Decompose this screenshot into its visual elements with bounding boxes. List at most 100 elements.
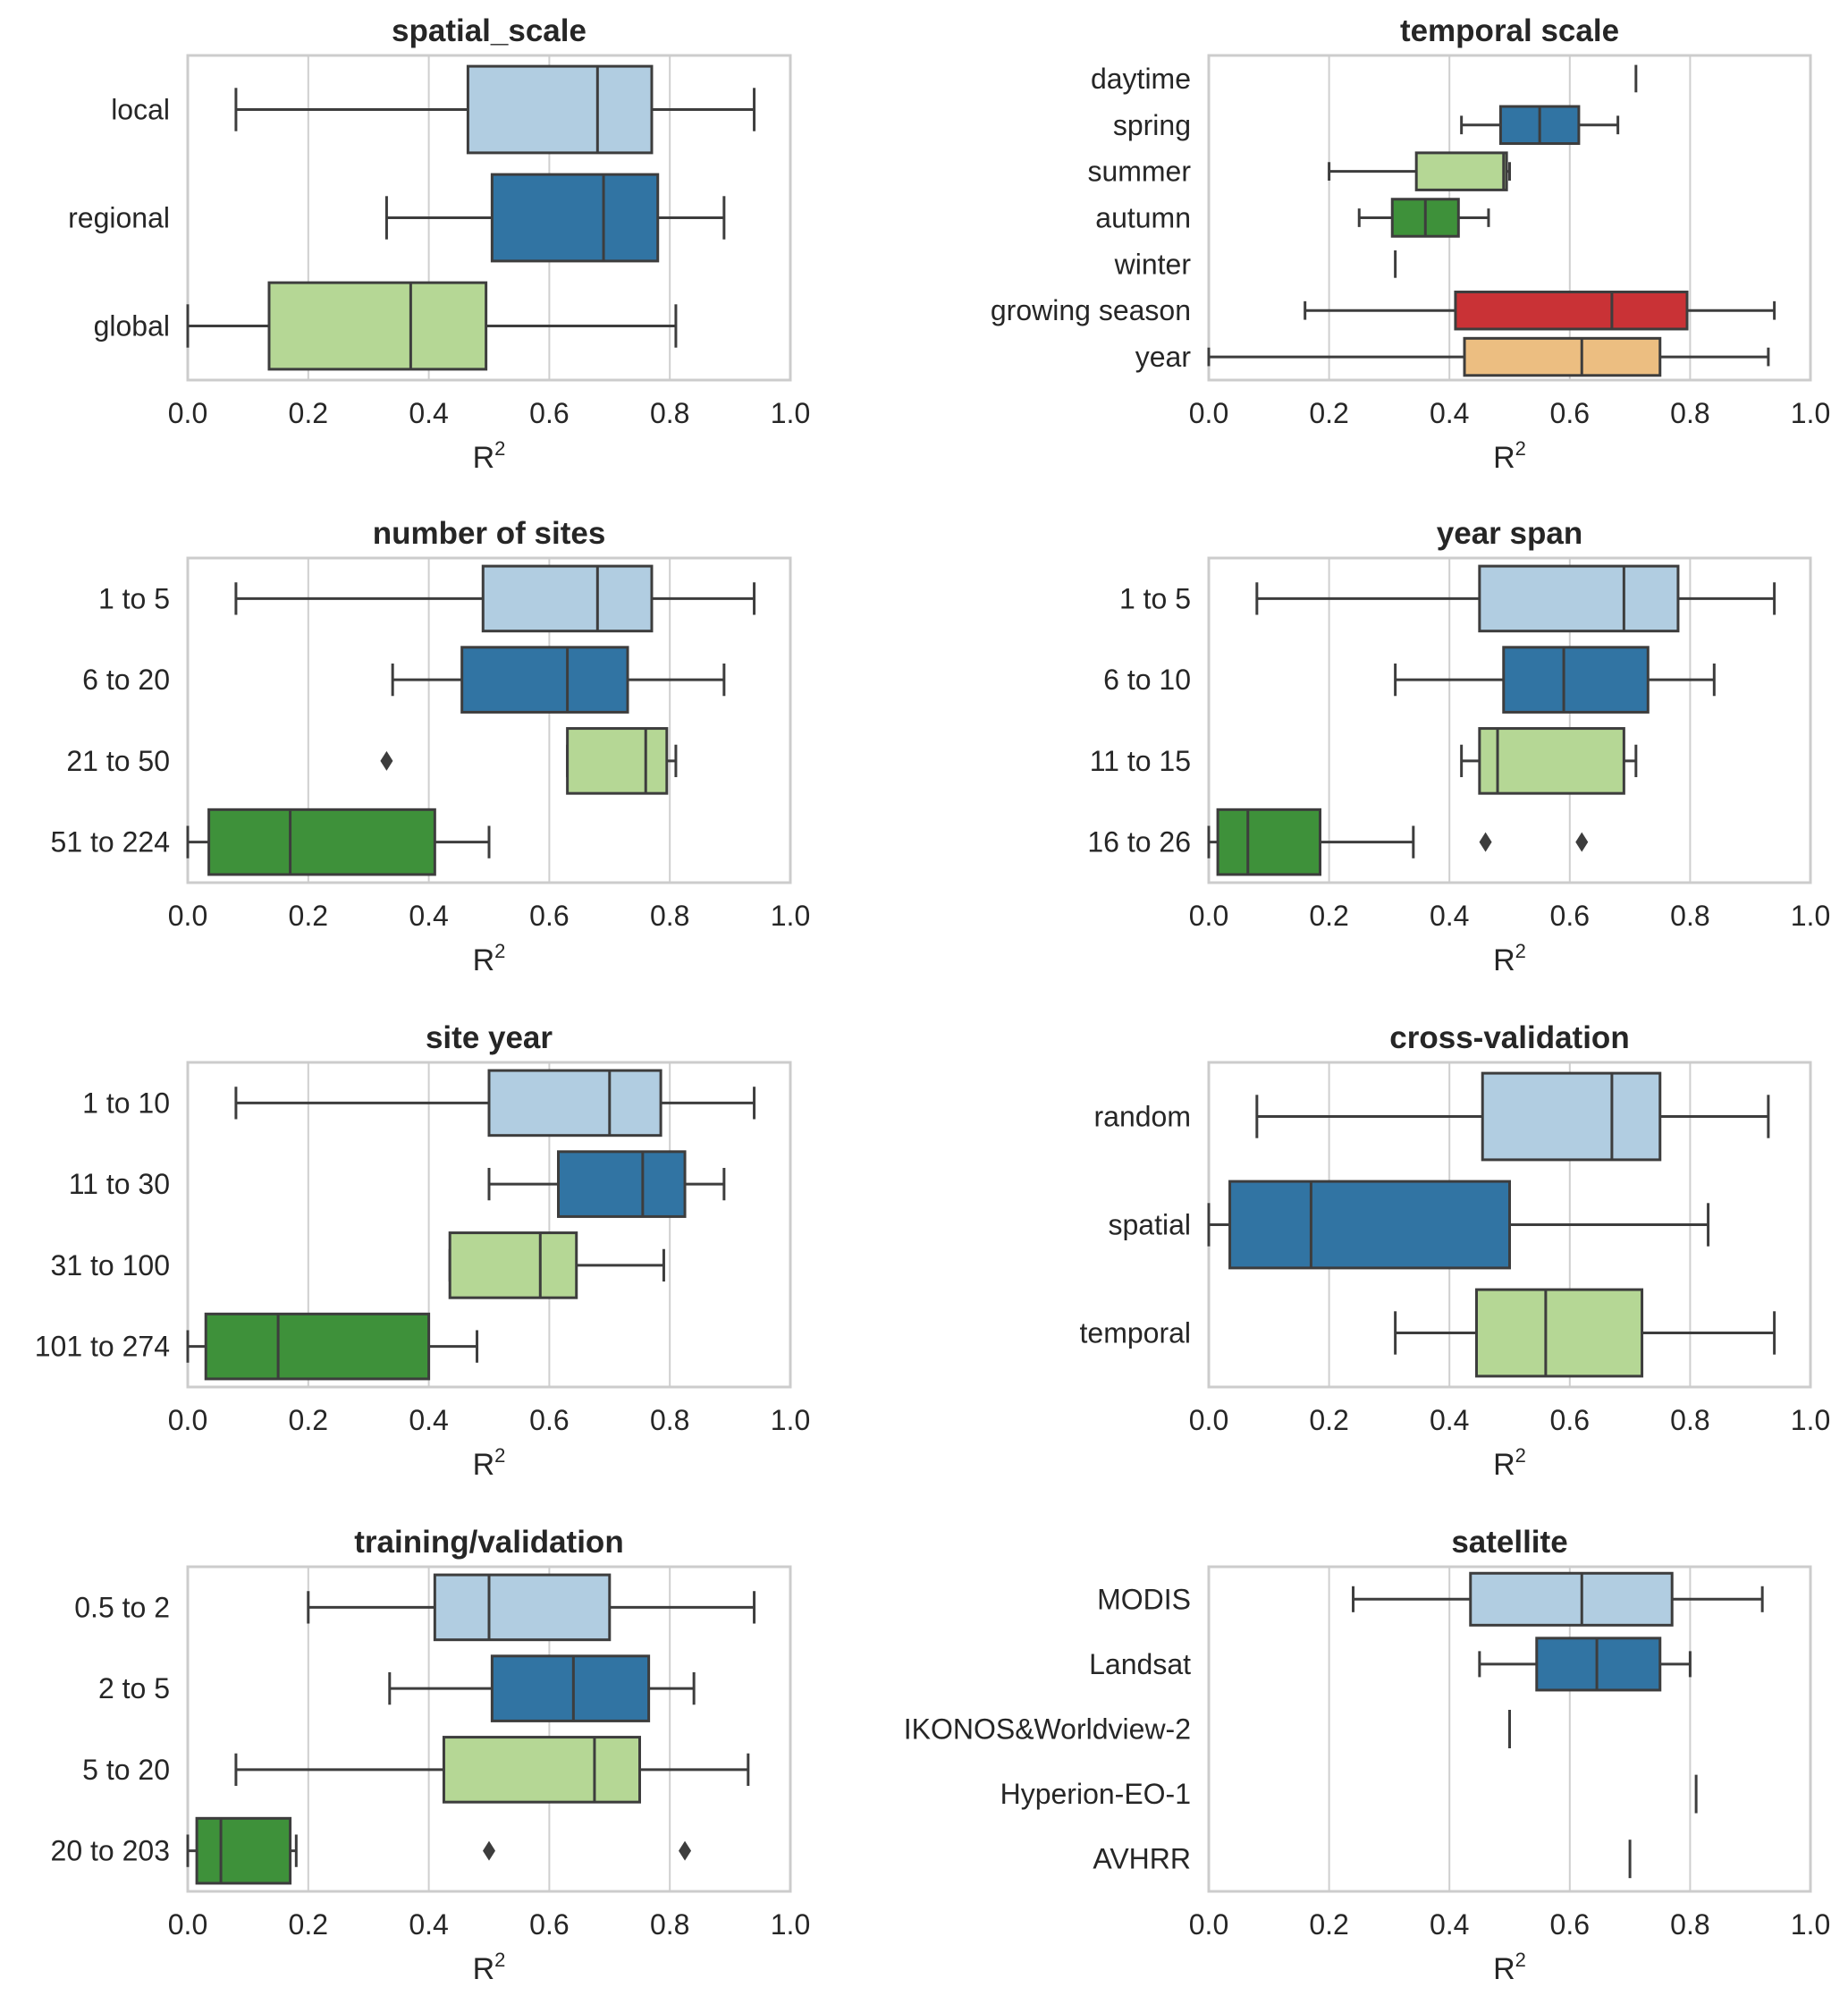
x-axis-label-base: R xyxy=(473,1448,495,1482)
category-label: 51 to 224 xyxy=(51,826,170,858)
x-tick-label: 0.2 xyxy=(289,1404,328,1436)
x-tick-label: 0.6 xyxy=(529,1908,569,1941)
category-label: daytime xyxy=(1091,63,1191,95)
category-label: 20 to 203 xyxy=(51,1835,170,1867)
category-label: 16 to 26 xyxy=(1087,826,1191,858)
panel-title: number of sites xyxy=(373,516,606,551)
outlier-point xyxy=(1575,832,1589,852)
x-tick-label: 0.2 xyxy=(289,397,328,429)
outlier-point xyxy=(380,750,393,771)
iqr-box xyxy=(433,1573,612,1642)
box-0-5-to-2: 0.5 to 2 xyxy=(74,1573,756,1642)
x-axis-label-base: R xyxy=(1493,1952,1515,1986)
x-axis-label-base: R xyxy=(473,1952,495,1986)
iqr-box xyxy=(207,808,436,876)
iqr-box xyxy=(487,1069,662,1138)
iqr-box xyxy=(267,281,488,371)
panel-title: spatial_scale xyxy=(392,13,586,48)
panel-training-validation: 0.0 0.2 0.4 0.6 0.8 1.0training/validationR20… xyxy=(51,1525,811,1986)
panel-site-year: 0.0 0.2 0.4 0.6 0.8 1.0 site year R2 1 to 10 11 t… xyxy=(35,1020,810,1482)
panel-title: cross-validation xyxy=(1389,1020,1629,1055)
x-axis-label: R2 xyxy=(1493,940,1526,977)
x-tick-label: 0.6 xyxy=(1550,900,1590,932)
box-growing-season: growing season xyxy=(991,290,1776,331)
box-daytime: daytime xyxy=(1091,63,1638,95)
x-tick-label: 0.4 xyxy=(1430,900,1469,932)
x-tick-label: 0.2 xyxy=(1309,1404,1348,1436)
box-20-to-203: 20 to 203 xyxy=(51,1816,692,1885)
box-1-to-10: 1 to 10 xyxy=(82,1069,756,1138)
x-axis-label: R2 xyxy=(1493,437,1526,475)
category-label: random xyxy=(1094,1101,1192,1133)
category-label: winter xyxy=(1114,248,1192,280)
iqr-box xyxy=(1474,1288,1644,1378)
x-tick-label: 0.0 xyxy=(168,900,207,932)
x-tick-label: 1.0 xyxy=(1791,900,1830,932)
x-axis-label: R2 xyxy=(473,1444,506,1482)
x-axis-label-superscript: 2 xyxy=(1515,940,1526,962)
iqr-box xyxy=(1216,808,1322,876)
x-tick-label: 0.4 xyxy=(409,397,448,429)
box-winter: winter xyxy=(1114,248,1397,280)
x-tick-label: 0.6 xyxy=(1550,397,1590,429)
axes-frame xyxy=(1207,1565,1812,1893)
box-spatial: spatial xyxy=(1109,1180,1710,1270)
category-label: 5 to 20 xyxy=(82,1754,170,1786)
x-tick-label: 0.2 xyxy=(289,1908,328,1941)
iqr-box xyxy=(481,564,654,633)
box-global: global xyxy=(94,281,678,371)
box-local: local xyxy=(111,64,756,155)
category-label: 2 to 5 xyxy=(98,1672,170,1704)
category-label: summer xyxy=(1087,156,1191,188)
box-hyperion-eo-1: Hyperion-EO-1 xyxy=(1000,1774,1698,1814)
category-label: 11 to 15 xyxy=(1090,745,1191,777)
category-label: temporal xyxy=(1080,1317,1192,1349)
box-regional: regional xyxy=(68,173,726,263)
panel-spatial-scale: 0.0 0.2 0.4 0.6 0.8 1.0 spatial_scale R2 local re… xyxy=(68,13,810,475)
x-tick-label: 0.4 xyxy=(1430,397,1469,429)
x-axis-label: R2 xyxy=(1493,1949,1526,1986)
outlier-point xyxy=(1479,832,1492,852)
iqr-box xyxy=(1478,727,1625,795)
panel-title: satellite xyxy=(1451,1525,1567,1560)
x-tick-label: 0.6 xyxy=(529,900,569,932)
x-tick-label: 0.8 xyxy=(650,397,689,429)
x-tick-label: 0.0 xyxy=(1189,397,1228,429)
iqr-box xyxy=(195,1816,292,1885)
x-tick-label: 0.8 xyxy=(650,1908,689,1941)
panel-title: year span xyxy=(1437,516,1582,551)
iqr-box xyxy=(448,1231,578,1299)
x-axis-label-superscript: 2 xyxy=(494,1444,505,1467)
x-tick-label: 0.8 xyxy=(650,900,689,932)
x-tick-label: 0.0 xyxy=(1189,900,1228,932)
box-avhrr: AVHRR xyxy=(1093,1840,1632,1879)
x-tick-label: 0.6 xyxy=(1550,1908,1590,1941)
x-axis-label-superscript: 2 xyxy=(494,437,505,460)
category-label: autumn xyxy=(1095,202,1191,234)
category-label: 0.5 to 2 xyxy=(74,1591,170,1623)
panel-year-span: 0.0 0.2 0.4 0.6 0.8 1.0 year span R2 1 to 5 6 to … xyxy=(1087,516,1830,977)
x-tick-label: 0.4 xyxy=(1430,1404,1469,1436)
iqr-box xyxy=(1454,290,1689,331)
x-axis-label-superscript: 2 xyxy=(1515,437,1526,460)
category-label: 1 to 10 xyxy=(82,1087,170,1119)
category-label: MODIS xyxy=(1097,1583,1191,1615)
x-tick-label: 0.2 xyxy=(1309,900,1348,932)
box-11-to-15: 11 to 15 xyxy=(1090,727,1638,795)
category-label: 6 to 20 xyxy=(82,664,170,696)
box-landsat: Landsat xyxy=(1089,1637,1692,1692)
iqr-box xyxy=(1502,646,1650,714)
box-random: random xyxy=(1094,1071,1770,1162)
box-5-to-20: 5 to 20 xyxy=(82,1736,750,1804)
x-tick-label: 0.4 xyxy=(409,900,448,932)
axes-frame xyxy=(1207,54,1812,382)
panel-title: site year xyxy=(426,1020,553,1055)
outlier-point xyxy=(679,1840,692,1861)
iqr-box xyxy=(1463,336,1662,377)
x-axis-label-superscript: 2 xyxy=(1515,1949,1526,1971)
panel-title: training/validation xyxy=(354,1525,623,1560)
x-axis-label-base: R xyxy=(473,441,495,475)
iqr-box xyxy=(1414,151,1508,191)
panel-title: temporal scale xyxy=(1400,13,1619,48)
